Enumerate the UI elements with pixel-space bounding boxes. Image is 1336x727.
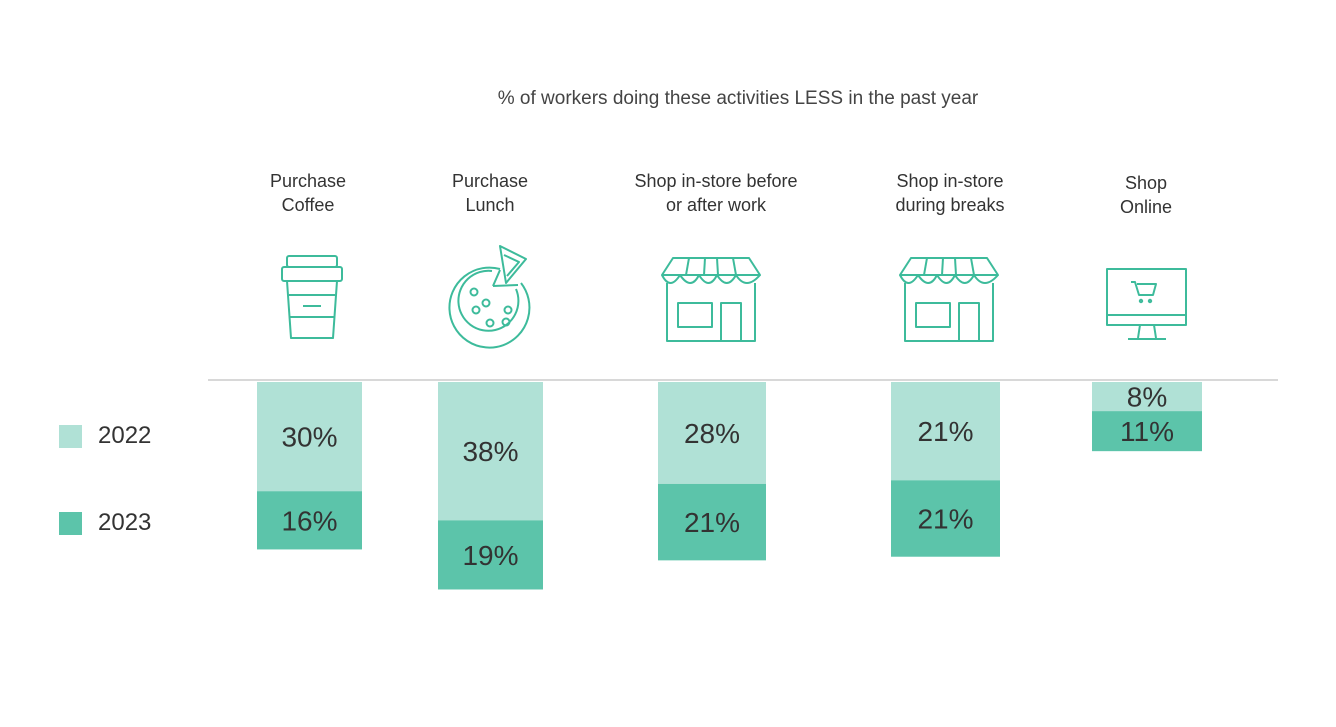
data-label-2022-shop-instore-before-after: 28%: [684, 418, 740, 449]
monitor-cart-icon: [1106, 268, 1187, 340]
bar-2023-shop-online: [1092, 411, 1202, 452]
data-label-2023-purchase-coffee: 16%: [281, 505, 337, 536]
bar-2022-shop-instore-breaks: [891, 382, 1000, 481]
category-label-shop-online: Shop Online: [1119, 173, 1173, 217]
data-label-2023-shop-instore-before-after: 21%: [684, 507, 740, 538]
legend-swatch-2022: [59, 425, 82, 448]
data-label-2023-shop-instore-breaks: 21%: [917, 504, 973, 535]
data-label-2022-shop-online: 8%: [1127, 382, 1167, 413]
bar-2022-shop-instore-before-after: [658, 382, 766, 484]
category-label-shop-instore-before-after: Shop in-store before or after work: [634, 171, 798, 215]
pizza-icon: [448, 245, 531, 349]
data-label-2022-shop-instore-breaks: 21%: [917, 416, 973, 447]
bar-2023-shop-instore-before-after: [658, 483, 766, 561]
category-label-purchase-lunch: Purchase Lunch: [451, 171, 529, 215]
legend-label-2022: 2022: [98, 422, 152, 449]
category-label-shop-instore-breaks: Shop in-store during breaks: [895, 171, 1005, 215]
bar-2022-purchase-lunch: [438, 382, 543, 521]
bar-2023-shop-instore-breaks: [891, 480, 1000, 557]
bar-2023-purchase-lunch: [438, 520, 543, 590]
data-label-2023-shop-online: 11%: [1120, 416, 1174, 447]
storefront-icon: [661, 257, 761, 342]
data-label-2022-purchase-lunch: 38%: [462, 436, 518, 467]
legend-label-2023: 2023: [98, 509, 152, 536]
coffee-cup-icon: [281, 255, 343, 339]
data-label-2023-purchase-lunch: 19%: [462, 540, 518, 571]
storefront-icon: [899, 257, 999, 342]
bar-2022-shop-online: [1092, 382, 1202, 412]
legend-swatch-2023: [59, 512, 82, 535]
data-label-2022-purchase-coffee: 30%: [281, 422, 337, 453]
chart-title: % of workers doing these activities LESS…: [497, 88, 979, 109]
bar-2022-purchase-coffee: [257, 382, 362, 492]
category-label-purchase-coffee: Purchase Coffee: [269, 171, 347, 215]
bar-2023-purchase-coffee: [257, 491, 362, 550]
